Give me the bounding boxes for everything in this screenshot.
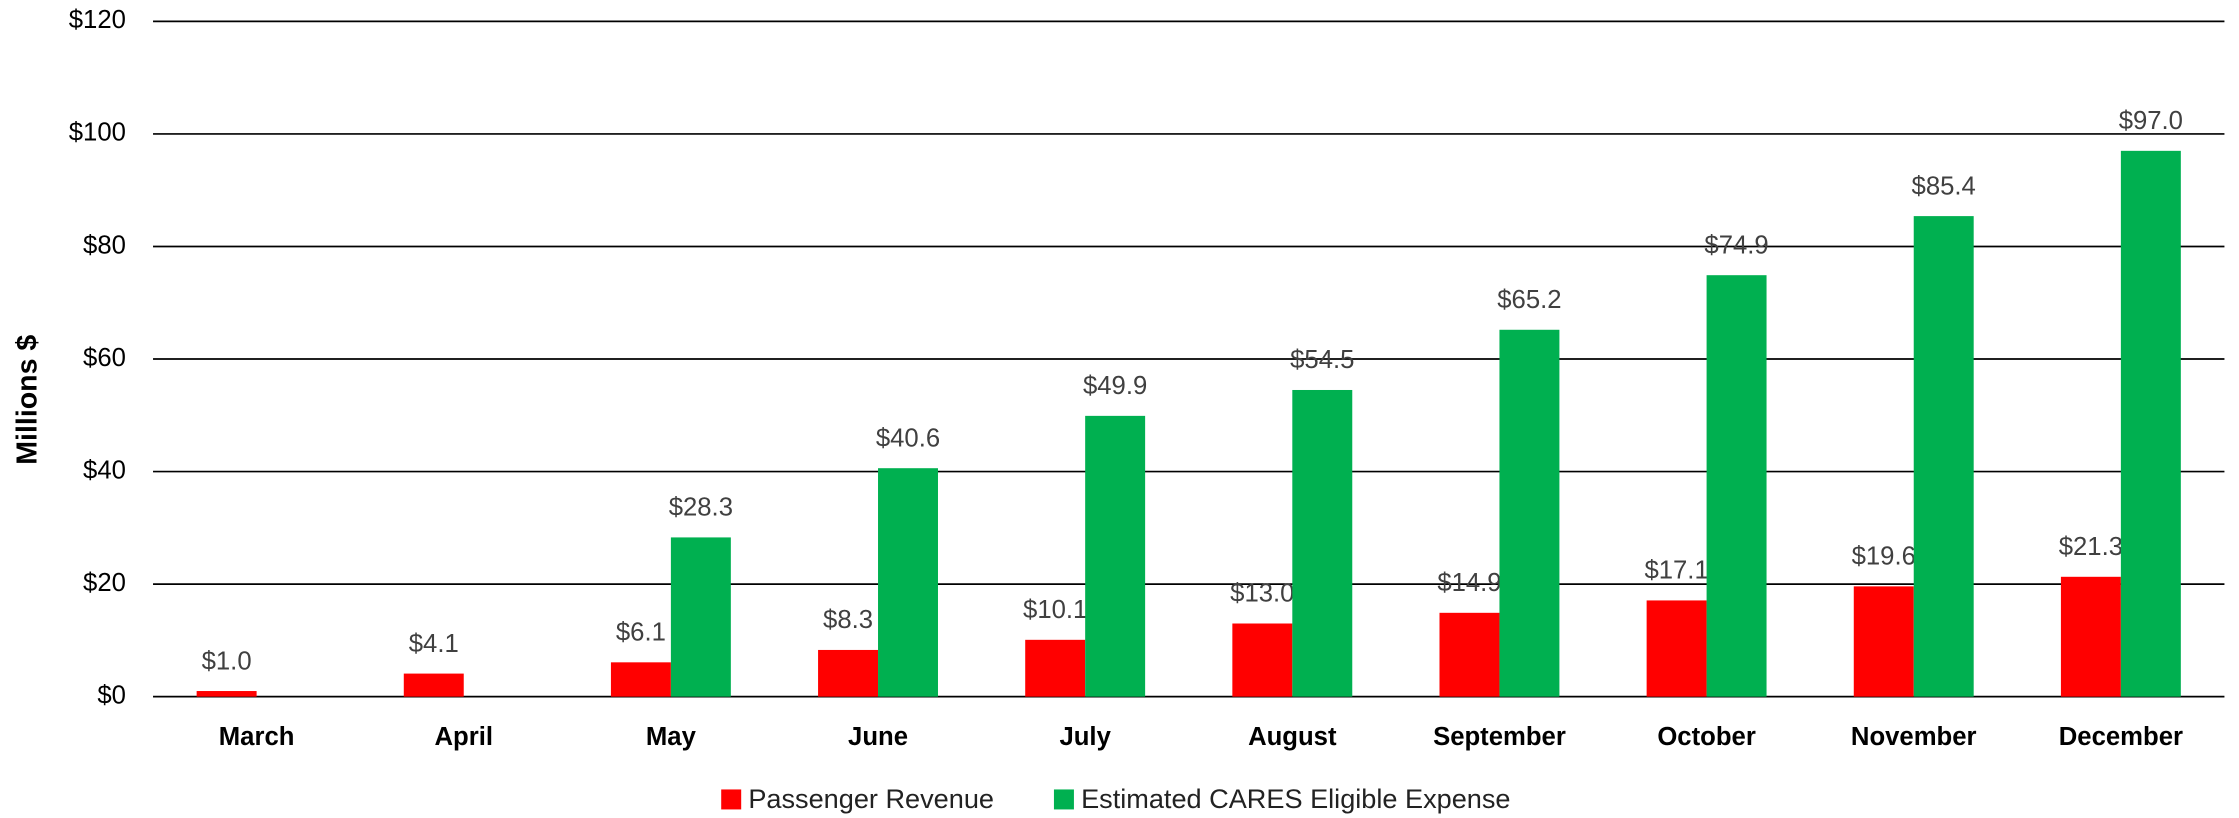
bar — [1085, 415, 1146, 697]
value-label: $10.1 — [1023, 596, 1087, 624]
x-tick-label: September — [1433, 723, 1566, 751]
value-label: $49.9 — [1083, 372, 1147, 400]
value-label: $14.9 — [1437, 569, 1501, 597]
value-label: $28.3 — [669, 494, 733, 522]
value-label: $21.3 — [2059, 533, 2123, 561]
bar — [610, 662, 671, 697]
value-label: $54.5 — [1290, 346, 1354, 374]
bar — [196, 691, 257, 697]
y-tick-label: $0 — [97, 681, 126, 709]
y-tick-label: $80 — [83, 231, 126, 259]
bar — [1232, 623, 1293, 697]
bar — [670, 537, 731, 697]
bar — [1853, 586, 1914, 697]
y-tick-label: $20 — [83, 569, 126, 597]
bar — [818, 649, 879, 697]
legend-swatch — [1053, 789, 1074, 810]
bar — [1025, 639, 1086, 697]
x-tick-label: July — [1059, 723, 1111, 751]
bar — [1439, 612, 1500, 697]
y-tick-label: $60 — [83, 344, 126, 372]
value-label: $1.0 — [202, 647, 252, 675]
y-axis-label: Millions $ — [11, 335, 43, 465]
legend-label: Passenger Revenue — [748, 783, 994, 814]
value-label: $19.6 — [1852, 543, 1916, 571]
legend-label: Estimated CARES Eligible Expense — [1081, 783, 1510, 814]
value-label: $74.9 — [1704, 231, 1768, 259]
bar — [1499, 329, 1560, 697]
legend-swatch — [721, 789, 742, 810]
value-label: $8.3 — [823, 606, 873, 634]
value-label: $17.1 — [1644, 557, 1708, 585]
x-tick-label: March — [219, 723, 295, 751]
x-tick-label: August — [1248, 723, 1337, 751]
x-tick-label: April — [434, 723, 493, 751]
y-tick-label: $40 — [83, 456, 126, 484]
value-label: $65.2 — [1497, 286, 1561, 314]
value-label: $40.6 — [876, 424, 940, 452]
value-label: $13.0 — [1230, 580, 1294, 608]
bar — [1913, 216, 1974, 697]
bar — [1646, 600, 1707, 697]
x-tick-label: May — [646, 723, 697, 751]
value-label: $97.0 — [2119, 107, 2183, 135]
value-label: $4.1 — [409, 630, 459, 658]
x-tick-label: November — [1851, 723, 1977, 751]
value-label: $6.1 — [616, 619, 666, 647]
bar — [1292, 389, 1353, 697]
x-tick-label: December — [2059, 723, 2183, 751]
x-tick-label: October — [1657, 723, 1756, 751]
bar — [2060, 576, 2121, 697]
bar — [403, 673, 464, 697]
bar — [1706, 275, 1767, 697]
bar — [2120, 150, 2181, 697]
y-tick-label: $100 — [69, 119, 126, 147]
y-tick-label: $120 — [69, 6, 126, 34]
bar — [878, 468, 938, 697]
value-label: $85.4 — [1912, 172, 1976, 200]
x-tick-label: June — [848, 723, 908, 751]
